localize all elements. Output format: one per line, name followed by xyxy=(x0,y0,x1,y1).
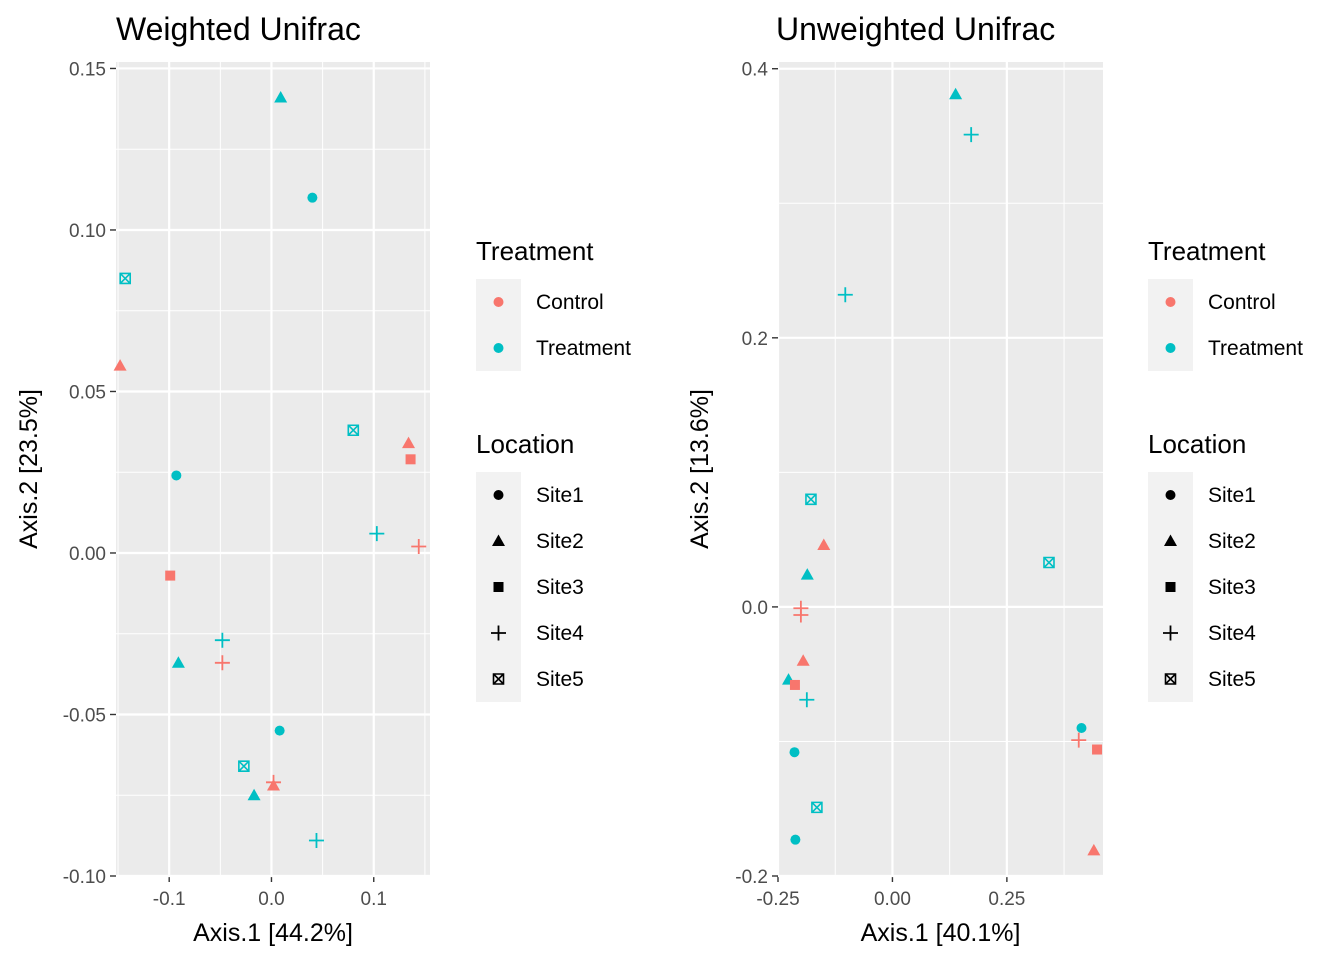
data-point xyxy=(171,470,182,481)
y-tick-label: 0.05 xyxy=(69,382,106,403)
data-point xyxy=(949,87,963,100)
legend-label-site5: Site5 xyxy=(1208,668,1256,691)
y-tick-label: 0.4 xyxy=(742,60,769,81)
x-tick-label: -0.1 xyxy=(153,889,186,910)
x-tick-label: 0.1 xyxy=(361,889,387,910)
data-point xyxy=(1087,843,1101,856)
data-point xyxy=(800,568,814,580)
legend-title-location: Location xyxy=(476,429,574,459)
legend-label-site3: Site3 xyxy=(536,576,584,599)
data-point xyxy=(789,679,800,690)
plot-panel-2: -0.25 0.00 0.25 -0.2 0.0 0.2 0.4 Unweighted Uni… xyxy=(686,11,1103,947)
legend-label-control: Control xyxy=(536,291,604,314)
legend-key-site1 xyxy=(1165,490,1176,500)
plot-title: Unweighted Unifrac xyxy=(776,11,1055,47)
data-point xyxy=(247,788,261,801)
legend-label-control: Control xyxy=(1208,291,1276,314)
x-axis-title: Axis.1 [44.2%] xyxy=(193,919,353,947)
data-point xyxy=(214,655,230,671)
legend-key-site3 xyxy=(493,582,504,592)
data-point xyxy=(369,526,385,542)
legend-key-control xyxy=(493,297,504,307)
data-point xyxy=(165,570,176,581)
data-point xyxy=(307,192,318,203)
plot-panel-1: -0.1 0.0 0.1 -0.10 -0.05 0.00 0.05 0.10 0.15 Weig… xyxy=(15,11,430,947)
x-axis-title: Axis.1 [40.1%] xyxy=(861,919,1021,947)
plot-title: Weighted Unifrac xyxy=(116,11,361,47)
y-tick-label: 0.10 xyxy=(69,221,106,242)
legend-1: Treatment Control Treatment Location Site1 Si… xyxy=(476,236,631,702)
y-tick-label: 0.15 xyxy=(69,59,106,80)
legend-key-site5 xyxy=(1164,673,1177,685)
legend-title-treatment: Treatment xyxy=(1148,236,1266,266)
x-tick-label: -0.25 xyxy=(756,889,799,910)
data-point xyxy=(347,424,360,437)
legend-title-treatment: Treatment xyxy=(476,236,594,266)
legend-label-site1: Site1 xyxy=(536,484,584,507)
data-point xyxy=(1071,732,1087,748)
x-tick-label: 0.0 xyxy=(258,889,284,910)
data-point xyxy=(267,779,281,791)
data-point xyxy=(796,654,810,666)
panel-background xyxy=(778,62,1103,876)
data-point xyxy=(405,454,416,465)
data-point xyxy=(308,832,324,848)
data-point xyxy=(1076,723,1087,733)
legend-key-treatment xyxy=(493,343,504,353)
legend-label-site4: Site4 xyxy=(1208,622,1256,645)
legend-key-site2 xyxy=(492,534,505,546)
legend-label-site2: Site2 xyxy=(1208,530,1256,553)
panel-background xyxy=(116,62,430,876)
legend-label-site2: Site2 xyxy=(536,530,584,553)
legend-key-site1 xyxy=(493,490,504,500)
legend-2: Treatment Control Treatment Location Site1 Si… xyxy=(1148,236,1303,702)
y-axis-title: Axis.2 [23.5%] xyxy=(15,389,43,549)
y-tick-label: 0.00 xyxy=(69,544,106,565)
data-point xyxy=(805,493,817,506)
legend-label-site4: Site4 xyxy=(536,622,584,645)
data-point xyxy=(274,725,285,736)
y-tick-label: -0.2 xyxy=(735,867,768,888)
legend-key-control xyxy=(1165,297,1176,307)
data-point xyxy=(411,539,427,555)
legend-title-location: Location xyxy=(1148,429,1246,459)
legend-key-site2 xyxy=(1164,534,1177,546)
legend-key-site5 xyxy=(492,673,505,685)
y-tick-label: 0.2 xyxy=(742,329,768,350)
legend-label-site3: Site3 xyxy=(1208,576,1256,599)
data-point xyxy=(238,760,250,772)
legend-key-site3 xyxy=(1165,582,1176,592)
data-point xyxy=(113,359,127,371)
legend-label-site1: Site1 xyxy=(1208,484,1256,507)
x-tick-label: 0.00 xyxy=(874,889,911,910)
data-point xyxy=(817,538,831,551)
x-tick-label: 0.25 xyxy=(988,889,1025,910)
legend-label-treatment: Treatment xyxy=(536,337,631,360)
data-point xyxy=(171,656,185,668)
y-tick-label: -0.10 xyxy=(63,867,106,888)
data-point xyxy=(811,801,823,814)
y-axis-title: Axis.2 [13.6%] xyxy=(686,389,714,549)
data-point xyxy=(214,632,230,648)
data-point xyxy=(799,692,815,708)
data-point xyxy=(274,91,288,103)
data-point xyxy=(1043,556,1055,569)
y-tick-label: -0.05 xyxy=(63,705,106,726)
data-point xyxy=(963,127,979,143)
data-point xyxy=(793,607,809,623)
data-point xyxy=(789,747,800,758)
legend-label-site5: Site5 xyxy=(536,668,584,691)
y-tick-label: 0.0 xyxy=(742,598,768,619)
data-point xyxy=(1092,744,1103,755)
data-point xyxy=(790,834,801,845)
legend-key-site4 xyxy=(491,625,506,641)
legend-key-site4 xyxy=(1163,625,1178,641)
data-point xyxy=(402,436,416,449)
data-point xyxy=(837,287,853,303)
data-point xyxy=(119,272,132,285)
legend-label-treatment: Treatment xyxy=(1208,337,1303,360)
legend-key-treatment xyxy=(1165,343,1176,353)
